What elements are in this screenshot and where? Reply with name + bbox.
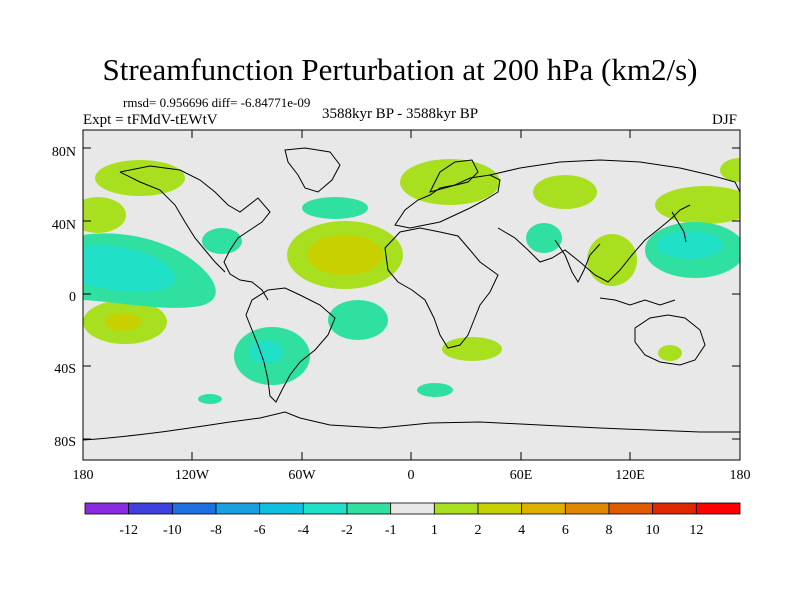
colorbar-swatch-9 (477, 502, 523, 515)
colorbar-label-0: -12 (119, 523, 138, 538)
colorbar-label-13: 12 (689, 523, 703, 538)
axis-ticks (82, 130, 741, 460)
anomaly-blob-north-pacific (95, 160, 185, 196)
colorbar-label-8: 2 (475, 523, 482, 538)
coastline-north-america (119, 165, 271, 301)
coastline-asia-south (497, 204, 691, 283)
lon-label-120w: 120W (175, 468, 210, 483)
coastline-north-america-west (119, 171, 226, 273)
lat-label-eq: 0 (69, 290, 76, 305)
colorbar-label-9: 4 (518, 523, 525, 538)
colorbar-swatch-1 (128, 502, 173, 515)
colorbar-label-7: 1 (431, 523, 438, 538)
lat-label-80s: 80S (54, 435, 76, 450)
coastline-scandinavia (429, 159, 479, 193)
colorbar-label-12: 10 (646, 523, 660, 538)
anomaly-blob-northwest-pacific (655, 186, 740, 224)
colorbar-swatch-8 (433, 502, 479, 515)
anomaly-blob-europe (400, 159, 500, 205)
anomaly-blob-central-atlantic-core (307, 235, 383, 275)
colorbar-swatch-6 (346, 502, 392, 515)
lat-label-40n: 40N (52, 218, 76, 233)
anomaly-blob-south-america-core (249, 340, 283, 364)
colorbar-label-3: -6 (254, 523, 266, 538)
anomaly-blob-arctic-asia (720, 158, 740, 182)
contour-fields (83, 147, 740, 441)
lon-label-180e: 180 (730, 468, 751, 483)
coastline-africa (384, 227, 499, 349)
colorbar-swatch-11 (564, 502, 610, 515)
coastlines (83, 147, 740, 441)
coastline-india (554, 239, 601, 284)
lon-label-0: 0 (408, 468, 415, 483)
colorbar-label-5: -2 (341, 523, 353, 538)
anomaly-blob-tropical-pacific-core (83, 245, 176, 292)
anomaly-blob-north-pacific-east-core (657, 231, 723, 259)
colorbar-label-11: 8 (606, 523, 613, 538)
coastline-maritime-continent (599, 297, 676, 306)
lat-label-40s: 40S (54, 362, 76, 377)
anomaly-blob-south-atlantic (328, 300, 388, 340)
experiment-label: Expt = tFMdV-tEWtV (83, 112, 218, 128)
coastline-asia-north (489, 159, 740, 193)
latitude-labels: 80N 40N 0 40S 80S (52, 145, 76, 450)
coastline-japan (671, 211, 687, 243)
coastline-south-america (245, 287, 336, 403)
map-title: Streamfunction Perturbation at 200 hPa (… (102, 52, 698, 87)
coastline-greenland (284, 147, 341, 193)
colorbar-swatch-2 (171, 502, 217, 515)
period-label: 3588kyr BP - 3588kyr BP (321, 106, 479, 122)
anomaly-blob-east-asia (587, 234, 637, 286)
colorbar-swatch-3 (215, 502, 261, 515)
colorbar-swatch-0 (84, 502, 130, 515)
colorbar-label-6: -1 (385, 523, 397, 538)
anomaly-blob-australia (658, 345, 682, 361)
colorbar-swatch-7 (390, 502, 435, 515)
colorbar-swatch-12 (608, 502, 654, 515)
colorbar-swatch-10 (521, 502, 566, 515)
coastline-antarctica (83, 411, 740, 441)
coastline-europe (394, 174, 501, 229)
lon-label-180w: 180 (73, 468, 94, 483)
lat-label-80n: 80N (52, 145, 76, 160)
colorbar-swatch-4 (259, 502, 304, 515)
anomaly-blob-north-atlantic (302, 197, 368, 219)
anomaly-blob-southern-ocean (417, 383, 453, 397)
colorbar-swatch-5 (302, 502, 348, 515)
lon-label-60w: 60W (288, 468, 316, 483)
lon-label-120e: 120E (615, 468, 645, 483)
longitude-labels: 180 120W 60W 0 60E 120E 180 (73, 468, 751, 483)
anomaly-blob-southeast-pacific-small (198, 394, 222, 404)
rmsd-stats: rmsd= 0.956696 diff= -6.84771e-09 (123, 95, 311, 110)
season-label: DJF (712, 112, 738, 128)
anomaly-blob-west-pacific-north (83, 197, 126, 233)
colorbar-label-1: -10 (163, 523, 182, 538)
anomaly-blob-arabian-sea (526, 223, 562, 253)
colorbar-label-4: -4 (297, 523, 309, 538)
coastline-australia (634, 314, 706, 366)
colorbar-label-10: 6 (562, 523, 569, 538)
colorbar-swatch-14 (695, 502, 741, 515)
lon-label-60e: 60E (510, 468, 533, 483)
colorbar (84, 502, 741, 515)
anomaly-blob-central-asia (533, 175, 597, 209)
anomaly-blob-south-africa (442, 337, 502, 361)
anomaly-blob-south-pacific-core (105, 313, 141, 331)
colorbar-swatch-13 (652, 502, 697, 515)
colorbar-labels: -12 -10 -8 -6 -4 -2 -1 1 2 4 6 8 10 12 (119, 523, 703, 538)
colorbar-label-2: -8 (210, 523, 222, 538)
